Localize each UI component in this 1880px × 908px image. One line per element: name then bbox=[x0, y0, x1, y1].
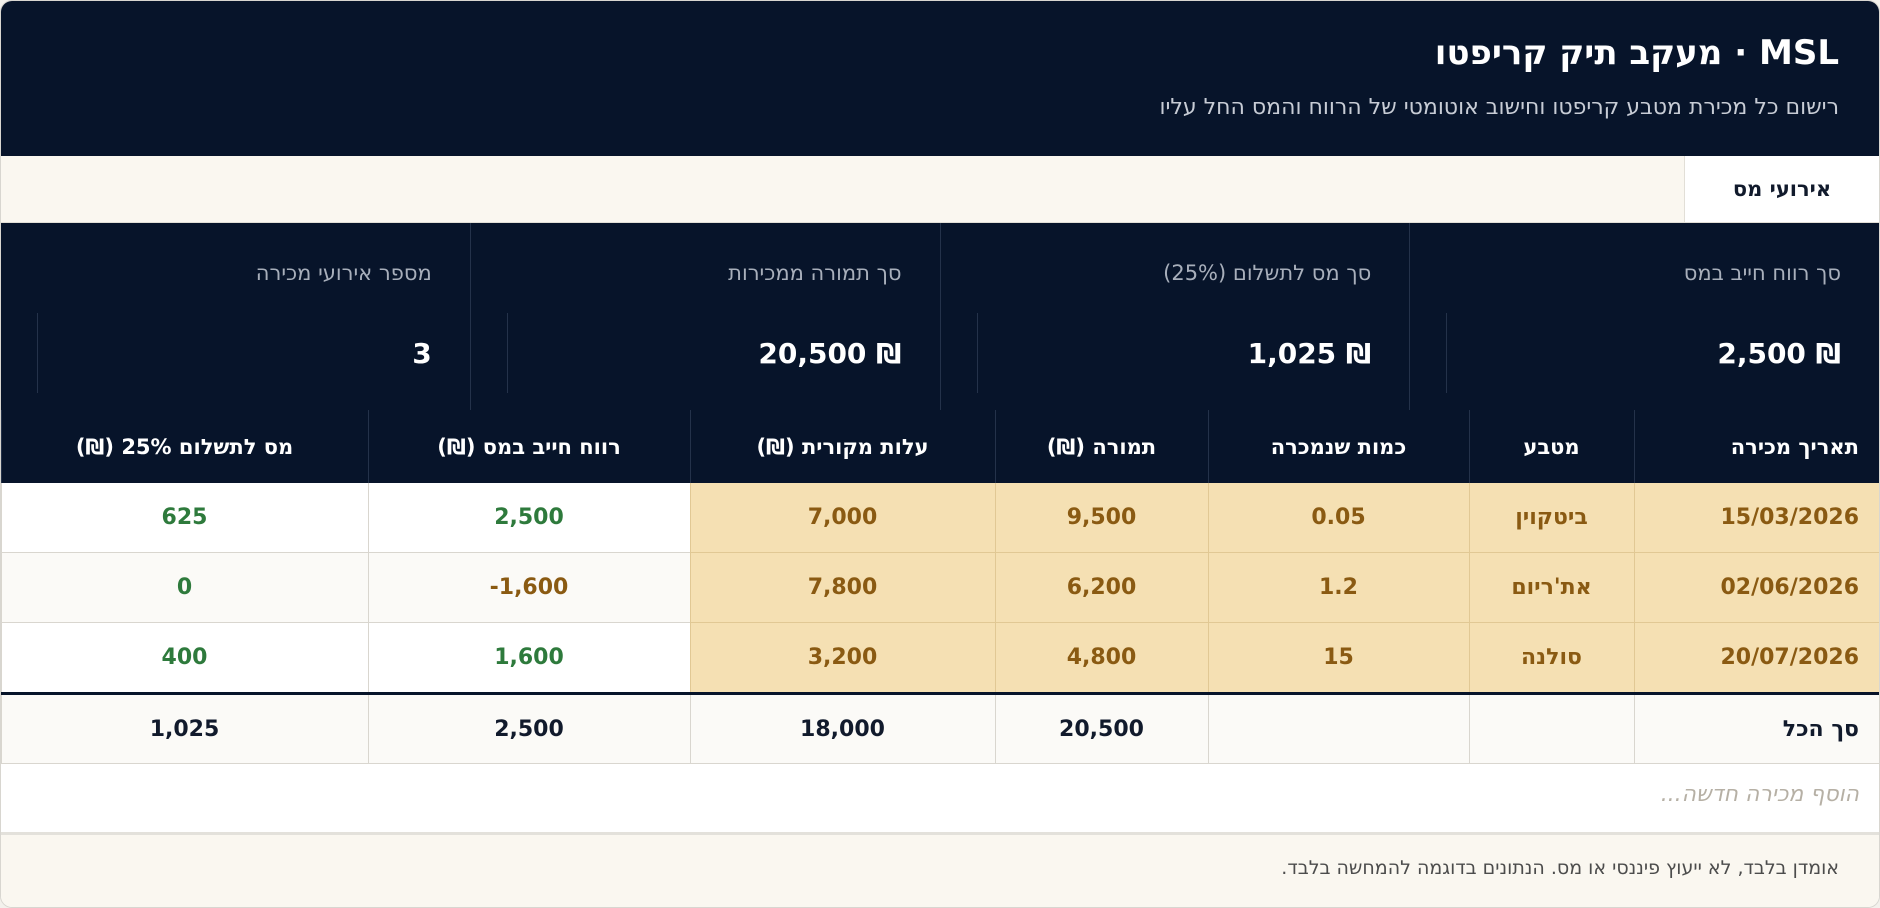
total-coin bbox=[1468, 692, 1634, 764]
table-row: 20/07/2026 סולנה 15 4,800 3,200 1,600 40… bbox=[1, 622, 1879, 694]
add-sale-placeholder: הוסף מכירה חדשה... bbox=[1660, 782, 1859, 807]
divider bbox=[976, 313, 978, 393]
cell-cost[interactable]: 3,200 bbox=[689, 622, 995, 694]
col-header-proceeds: תמורה (₪) bbox=[994, 410, 1208, 483]
divider bbox=[506, 313, 508, 393]
cell-cost[interactable]: 7,800 bbox=[689, 552, 995, 623]
table-row: 15/03/2026 ביטקוין 0.05 9,500 7,000 2,50… bbox=[1, 483, 1879, 553]
stat-value: 3 bbox=[412, 337, 432, 370]
footer: אומדן בלבד, לא ייעוץ פיננסי או מס. הנתונ… bbox=[1, 835, 1879, 907]
stat-label: מספר אירועי מכירה bbox=[255, 261, 432, 285]
cell-qty[interactable]: 0.05 bbox=[1207, 483, 1469, 553]
cell-tax: 0 bbox=[1, 552, 368, 623]
total-qty bbox=[1207, 692, 1469, 764]
summary-stats: סך רווח חייב במס ₪ 2,500 סך מס לתשלום (2… bbox=[1, 223, 1879, 410]
stat-taxable-profit: סך רווח חייב במס ₪ 2,500 bbox=[1409, 223, 1879, 410]
cell-date[interactable]: 15/03/2026 bbox=[1633, 483, 1879, 553]
total-profit: 2,500 bbox=[367, 692, 690, 764]
stat-value: ₪ 20,500 bbox=[758, 337, 902, 370]
col-header-cost: עלות מקורית (₪) bbox=[689, 410, 995, 483]
total-label: סך הכל bbox=[1633, 692, 1879, 764]
cell-coin[interactable]: את'ריום bbox=[1468, 552, 1634, 623]
tab-tax-events[interactable]: אירועי מס bbox=[1684, 156, 1879, 222]
cell-coin[interactable]: ביטקוין bbox=[1468, 483, 1634, 553]
stat-total-proceeds: סך תמורה ממכירות ₪ 20,500 bbox=[469, 223, 940, 410]
col-header-tax: מס לתשלום 25% (₪) bbox=[1, 410, 368, 483]
col-header-profit: רווח חייב במס (₪) bbox=[367, 410, 690, 483]
cell-proceeds[interactable]: 4,800 bbox=[994, 622, 1208, 694]
total-proceeds: 20,500 bbox=[994, 692, 1208, 764]
cell-tax: 400 bbox=[1, 622, 368, 694]
cell-proceeds[interactable]: 6,200 bbox=[994, 552, 1208, 623]
cell-tax: 625 bbox=[1, 483, 368, 553]
cell-qty[interactable]: 1.2 bbox=[1207, 552, 1469, 623]
col-header-date: תאריך מכירה bbox=[1633, 410, 1879, 483]
divider bbox=[37, 313, 38, 393]
table-row: 02/06/2026 את'ריום 1.2 6,200 7,800 -1,60… bbox=[1, 552, 1879, 623]
cell-proceeds[interactable]: 9,500 bbox=[994, 483, 1208, 553]
total-cost: 18,000 bbox=[689, 692, 995, 764]
stat-value: ₪ 2,500 bbox=[1717, 337, 1841, 370]
cell-cost[interactable]: 7,000 bbox=[689, 483, 995, 553]
tab-bar: אירועי מס bbox=[1, 156, 1879, 223]
table-header-row: תאריך מכירה מטבע כמות שנמכרה תמורה (₪) ע… bbox=[1, 410, 1879, 483]
header: MSL · מעקב תיק קריפטו רישום כל מכירת מטב… bbox=[1, 1, 1879, 156]
cell-date[interactable]: 02/06/2026 bbox=[1633, 552, 1879, 623]
stat-value: ₪ 1,025 bbox=[1247, 337, 1372, 370]
cell-profit: 2,500 bbox=[367, 483, 690, 553]
profit-value: -1,600 bbox=[489, 575, 569, 600]
stat-sale-count: מספר אירועי מכירה 3 bbox=[1, 223, 470, 410]
add-sale-row[interactable]: הוסף מכירה חדשה... bbox=[1, 764, 1879, 835]
stat-tax-due: סך מס לתשלום (25%) ₪ 1,025 bbox=[939, 223, 1410, 410]
cell-date[interactable]: 20/07/2026 bbox=[1633, 622, 1879, 694]
stat-label: סך מס לתשלום (25%) bbox=[1163, 261, 1372, 285]
cell-profit: -1,600 bbox=[367, 552, 690, 623]
col-header-qty: כמות שנמכרה bbox=[1207, 410, 1469, 483]
stat-label: סך רווח חייב במס bbox=[1683, 261, 1841, 285]
sales-table: תאריך מכירה מטבע כמות שנמכרה תמורה (₪) ע… bbox=[1, 410, 1879, 764]
divider bbox=[1446, 313, 1448, 393]
col-header-coin: מטבע bbox=[1468, 410, 1634, 483]
totals-row: סך הכל 20,500 18,000 2,500 1,025 bbox=[1, 692, 1879, 764]
cell-qty[interactable]: 15 bbox=[1207, 622, 1469, 694]
cell-profit: 1,600 bbox=[367, 622, 690, 694]
cell-coin[interactable]: סולנה bbox=[1468, 622, 1634, 694]
disclaimer-text: אומדן בלבד, לא ייעוץ פיננסי או מס. הנתונ… bbox=[1281, 857, 1839, 879]
page-title: MSL · מעקב תיק קריפטו bbox=[1434, 33, 1839, 73]
page-subtitle: רישום כל מכירת מטבע קריפטו וחישוב אוטומט… bbox=[1159, 95, 1839, 120]
stat-label: סך תמורה ממכירות bbox=[728, 261, 902, 285]
total-tax: 1,025 bbox=[1, 692, 368, 764]
